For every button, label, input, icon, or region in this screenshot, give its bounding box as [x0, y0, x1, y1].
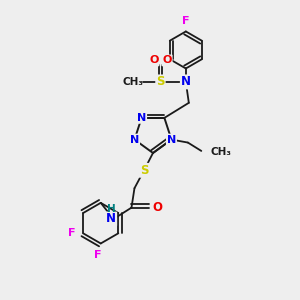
Text: F: F: [182, 16, 190, 26]
Text: F: F: [94, 250, 101, 260]
Text: O: O: [153, 201, 163, 214]
Text: N: N: [130, 135, 139, 145]
Text: CH₃: CH₃: [122, 77, 143, 87]
Text: H: H: [107, 204, 116, 214]
Text: N: N: [106, 212, 116, 226]
Text: S: S: [156, 75, 165, 88]
Text: O: O: [162, 56, 172, 65]
Text: N: N: [137, 113, 146, 123]
Text: CH₃: CH₃: [210, 147, 231, 158]
Text: S: S: [140, 164, 148, 177]
Text: O: O: [149, 56, 159, 65]
Text: N: N: [181, 75, 191, 88]
Text: F: F: [68, 228, 76, 238]
Text: N: N: [167, 135, 176, 145]
